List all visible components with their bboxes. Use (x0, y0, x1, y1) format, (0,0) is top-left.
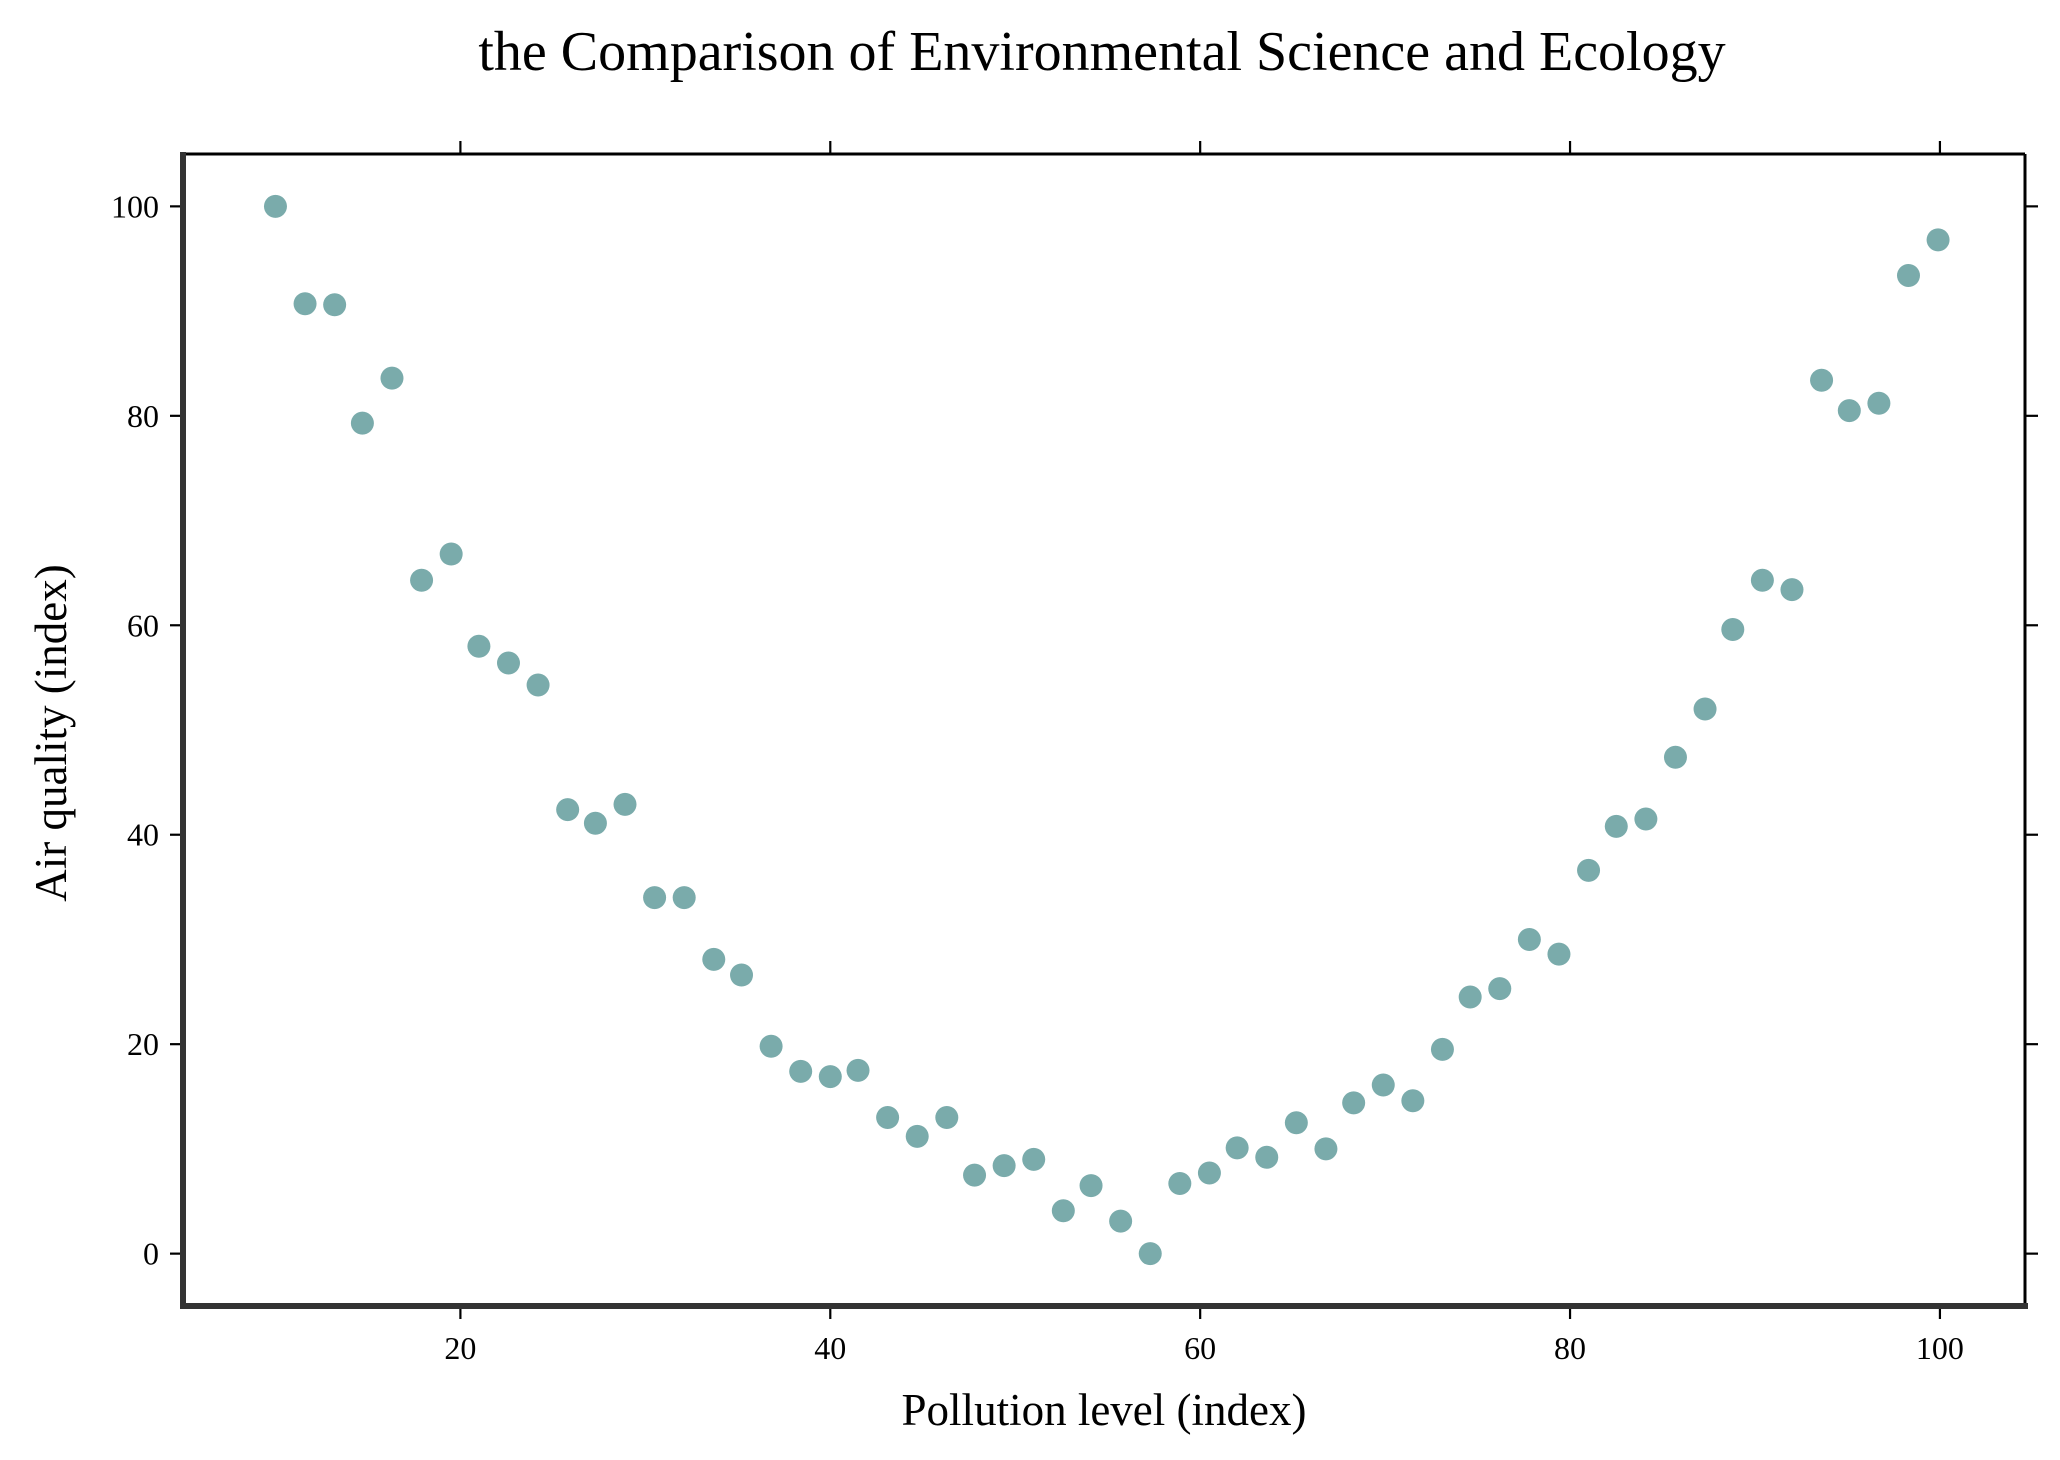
data-point (1168, 1171, 1192, 1195)
data-point (1926, 228, 1950, 252)
data-point (1663, 745, 1687, 769)
data-point (323, 293, 347, 317)
data-point (992, 1154, 1016, 1178)
data-point (1604, 814, 1628, 838)
y-tick-label-80: 80 (127, 398, 159, 434)
data-point (1577, 858, 1601, 882)
y-tick-label-100: 100 (111, 188, 159, 224)
data-point (1750, 568, 1774, 592)
data-point (1401, 1089, 1425, 1113)
data-point (1342, 1091, 1366, 1115)
data-point (1721, 617, 1745, 641)
data-point (583, 811, 607, 835)
data-point (1109, 1209, 1133, 1233)
data-point (1197, 1161, 1221, 1185)
data-point (1138, 1242, 1162, 1266)
data-point (439, 542, 463, 566)
axis-ticks: 20 40 60 80 100 0 20 40 60 80 100 (111, 141, 2038, 1366)
data-point (380, 366, 404, 390)
data-point (1634, 807, 1658, 831)
data-point (1810, 368, 1834, 392)
data-point (263, 194, 287, 218)
data-point (1693, 697, 1717, 721)
data-point (876, 1105, 900, 1129)
data-point (1225, 1136, 1249, 1160)
data-point (702, 947, 726, 971)
data-point (1780, 578, 1804, 602)
data-point (467, 634, 491, 658)
x-tick-label-20: 20 (444, 1330, 476, 1366)
x-tick-label-80: 80 (1554, 1330, 1586, 1366)
data-point (759, 1034, 783, 1058)
data-point (293, 292, 317, 316)
x-tick-label-40: 40 (814, 1330, 846, 1366)
y-axis-label: Air quality (index) (26, 564, 76, 901)
y-tick-label-60: 60 (127, 607, 159, 643)
data-point (410, 568, 434, 592)
data-point (1837, 399, 1861, 423)
data-point (789, 1059, 813, 1083)
data-point (730, 963, 754, 987)
data-point (526, 673, 550, 697)
x-tick-label-100: 100 (1916, 1330, 1964, 1366)
data-point (935, 1105, 959, 1129)
data-point (846, 1058, 870, 1082)
data-point (613, 792, 637, 816)
data-point (1284, 1111, 1308, 1135)
x-tick-label-60: 60 (1184, 1330, 1216, 1366)
data-point (350, 411, 374, 435)
data-point (905, 1124, 929, 1148)
y-tick-label-40: 40 (127, 817, 159, 853)
data-point (1458, 985, 1482, 1009)
data-point (496, 651, 520, 675)
data-point (643, 886, 667, 910)
data-point (1022, 1147, 1046, 1171)
data-point (1517, 927, 1541, 951)
data-point (1051, 1199, 1075, 1223)
data-point (1079, 1174, 1103, 1198)
data-point (963, 1163, 987, 1187)
y-tick-label-20: 20 (127, 1026, 159, 1062)
data-point (818, 1065, 842, 1089)
data-point (1867, 391, 1891, 415)
x-axis-label: Pollution level (index) (902, 1385, 1307, 1435)
data-point (1314, 1137, 1338, 1161)
data-points (263, 194, 1950, 1266)
data-point (1488, 977, 1512, 1001)
chart-title: the Comparison of Environmental Science … (478, 21, 1725, 83)
data-point (1547, 942, 1571, 966)
data-point (1255, 1145, 1279, 1169)
data-point (1896, 263, 1920, 287)
y-tick-label-0: 0 (143, 1236, 159, 1272)
data-point (556, 798, 580, 822)
data-point (1371, 1073, 1395, 1097)
data-point (672, 886, 696, 910)
data-point (1430, 1037, 1454, 1061)
